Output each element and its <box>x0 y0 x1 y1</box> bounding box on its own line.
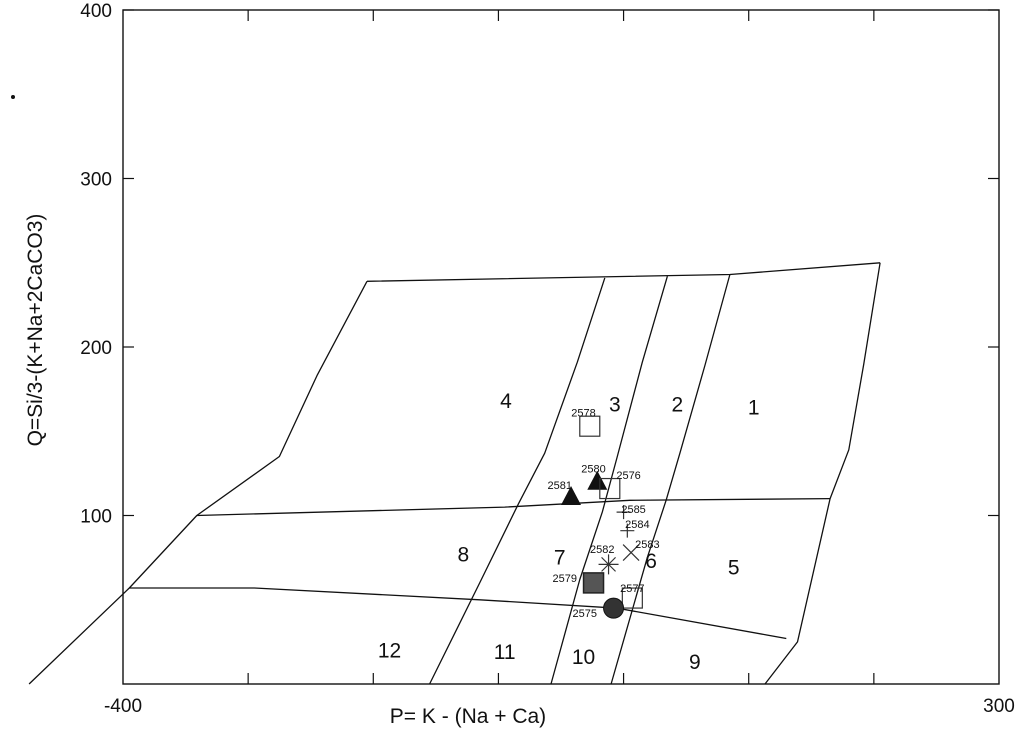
y-tick-label: 200 <box>80 338 112 359</box>
sample-point <box>603 597 625 619</box>
region-label: 2 <box>672 393 684 416</box>
sample-point <box>621 587 643 609</box>
y-tick-label: 300 <box>80 170 112 191</box>
region-label: 4 <box>500 390 512 413</box>
region-label: 3 <box>609 393 621 416</box>
sample-point-label: 2577 <box>620 583 644 595</box>
region-label: 10 <box>572 646 595 669</box>
region-label: 5 <box>728 557 740 580</box>
sample-point-label: 2579 <box>553 573 577 585</box>
x-tick-label: 300 <box>983 696 1015 717</box>
field-boundaries <box>28 262 881 685</box>
region-label: 8 <box>458 543 470 566</box>
sample-point-label: 2585 <box>621 504 645 516</box>
y-tick-label: 400 <box>80 1 112 22</box>
field-boundary-line <box>764 262 881 685</box>
sample-point-label: 2578 <box>571 408 595 420</box>
region-label: 11 <box>494 641 516 664</box>
sample-point-label: 2581 <box>548 480 572 492</box>
field-boundary-line <box>550 276 669 685</box>
sample-point <box>582 572 605 594</box>
sample-point <box>620 523 635 538</box>
sample-point-label: 2582 <box>590 544 614 556</box>
y-axis-title: Q=Si/3-(K+Na+2CaCO3) <box>24 214 47 447</box>
region-label: 9 <box>689 651 701 674</box>
sample-points: 2578 2580 2581 2576 2585 2584 2583 2582 2579 2577… <box>548 408 660 621</box>
sample-point-label: 2583 <box>635 539 659 551</box>
sample-point-label: 2575 <box>573 608 597 620</box>
region-label: 6 <box>645 550 657 573</box>
sample-point <box>587 470 608 490</box>
field-boundary-line <box>28 280 368 685</box>
sample-point <box>579 415 601 437</box>
region-label: 1 <box>748 397 760 420</box>
stray-dot-mark <box>11 95 15 99</box>
x-axis-title: P= K - (Na + Ca) <box>390 705 546 728</box>
tick-labels: -400 300 100 200 300 400 <box>80 1 1015 717</box>
field-boundary-line <box>129 587 787 640</box>
y-tick-label: 100 <box>80 507 112 528</box>
axis-ticks <box>123 9 999 684</box>
sample-point <box>599 477 621 500</box>
sample-point-label: 2584 <box>625 519 649 531</box>
x-tick-label: -400 <box>104 696 142 717</box>
sample-point-label: 2576 <box>616 470 640 482</box>
region-label: 7 <box>554 547 566 570</box>
sample-point-label: 2580 <box>581 463 605 475</box>
field-boundary-line <box>610 274 731 685</box>
sample-point <box>561 485 582 505</box>
sample-point <box>616 505 631 520</box>
field-boundary-line <box>366 262 881 282</box>
field-boundary-line <box>429 277 606 685</box>
region-label: 12 <box>378 639 401 662</box>
sample-point <box>622 544 640 561</box>
sample-point <box>598 554 619 575</box>
